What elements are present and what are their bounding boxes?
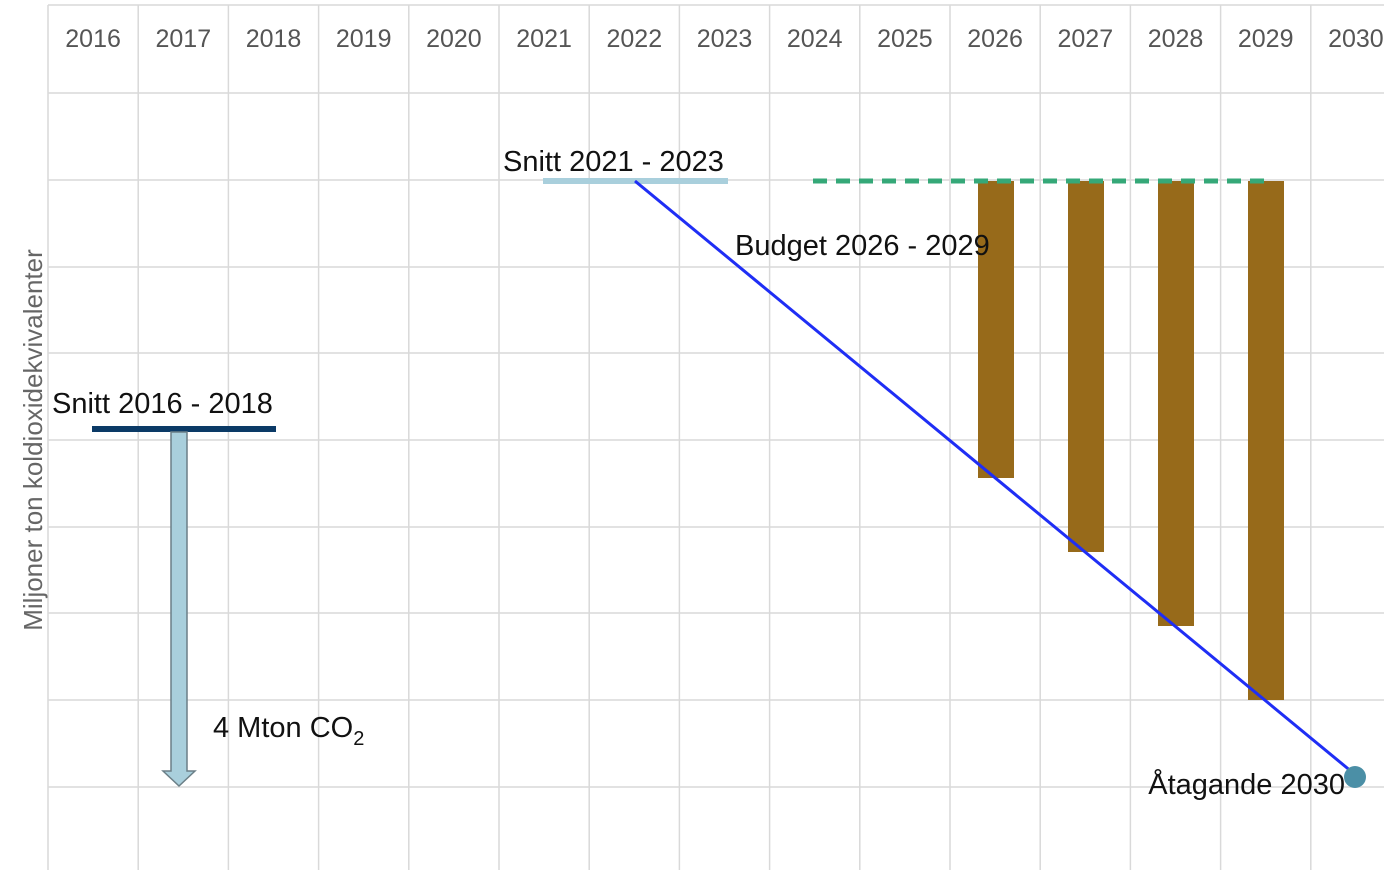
annotation-text: 4 Mton CO [213,712,353,744]
year-label: 2027 [1057,25,1113,53]
year-label: 2024 [787,25,843,53]
annotation: Snitt 2016 - 2018 [52,388,273,420]
budget-bar [1158,181,1194,626]
commitment-point [1344,766,1366,788]
budget-bar [1248,181,1284,700]
annotation-subscript: 2 [353,728,364,750]
year-label: 2016 [65,25,121,53]
year-label: 2023 [697,25,753,53]
year-label: 2022 [606,25,662,53]
year-label: 2021 [516,25,572,53]
year-label: 2020 [426,25,482,53]
year-label: 2029 [1238,25,1294,53]
year-label: 2028 [1148,25,1204,53]
trajectory-line [634,179,1353,774]
annotation: 4 Mton CO2 [213,712,364,750]
budget-bar [1068,181,1104,552]
reduction-arrow [161,431,197,788]
year-label: 2030 [1328,25,1384,53]
annotation: Snitt 2021 - 2023 [503,146,724,178]
year-label: 2026 [967,25,1023,53]
year-label: 2017 [155,25,211,53]
annotation: Budget 2026 - 2029 [735,230,990,262]
y-axis-label: Miljoner ton koldioxidekvivalenter [18,249,48,631]
year-label: 2019 [336,25,392,53]
annotation: Åtagande 2030 [1148,768,1345,801]
year-label: 2025 [877,25,933,53]
year-label: 2018 [246,25,302,53]
grid [47,4,1384,870]
budget-bar [978,181,1014,478]
